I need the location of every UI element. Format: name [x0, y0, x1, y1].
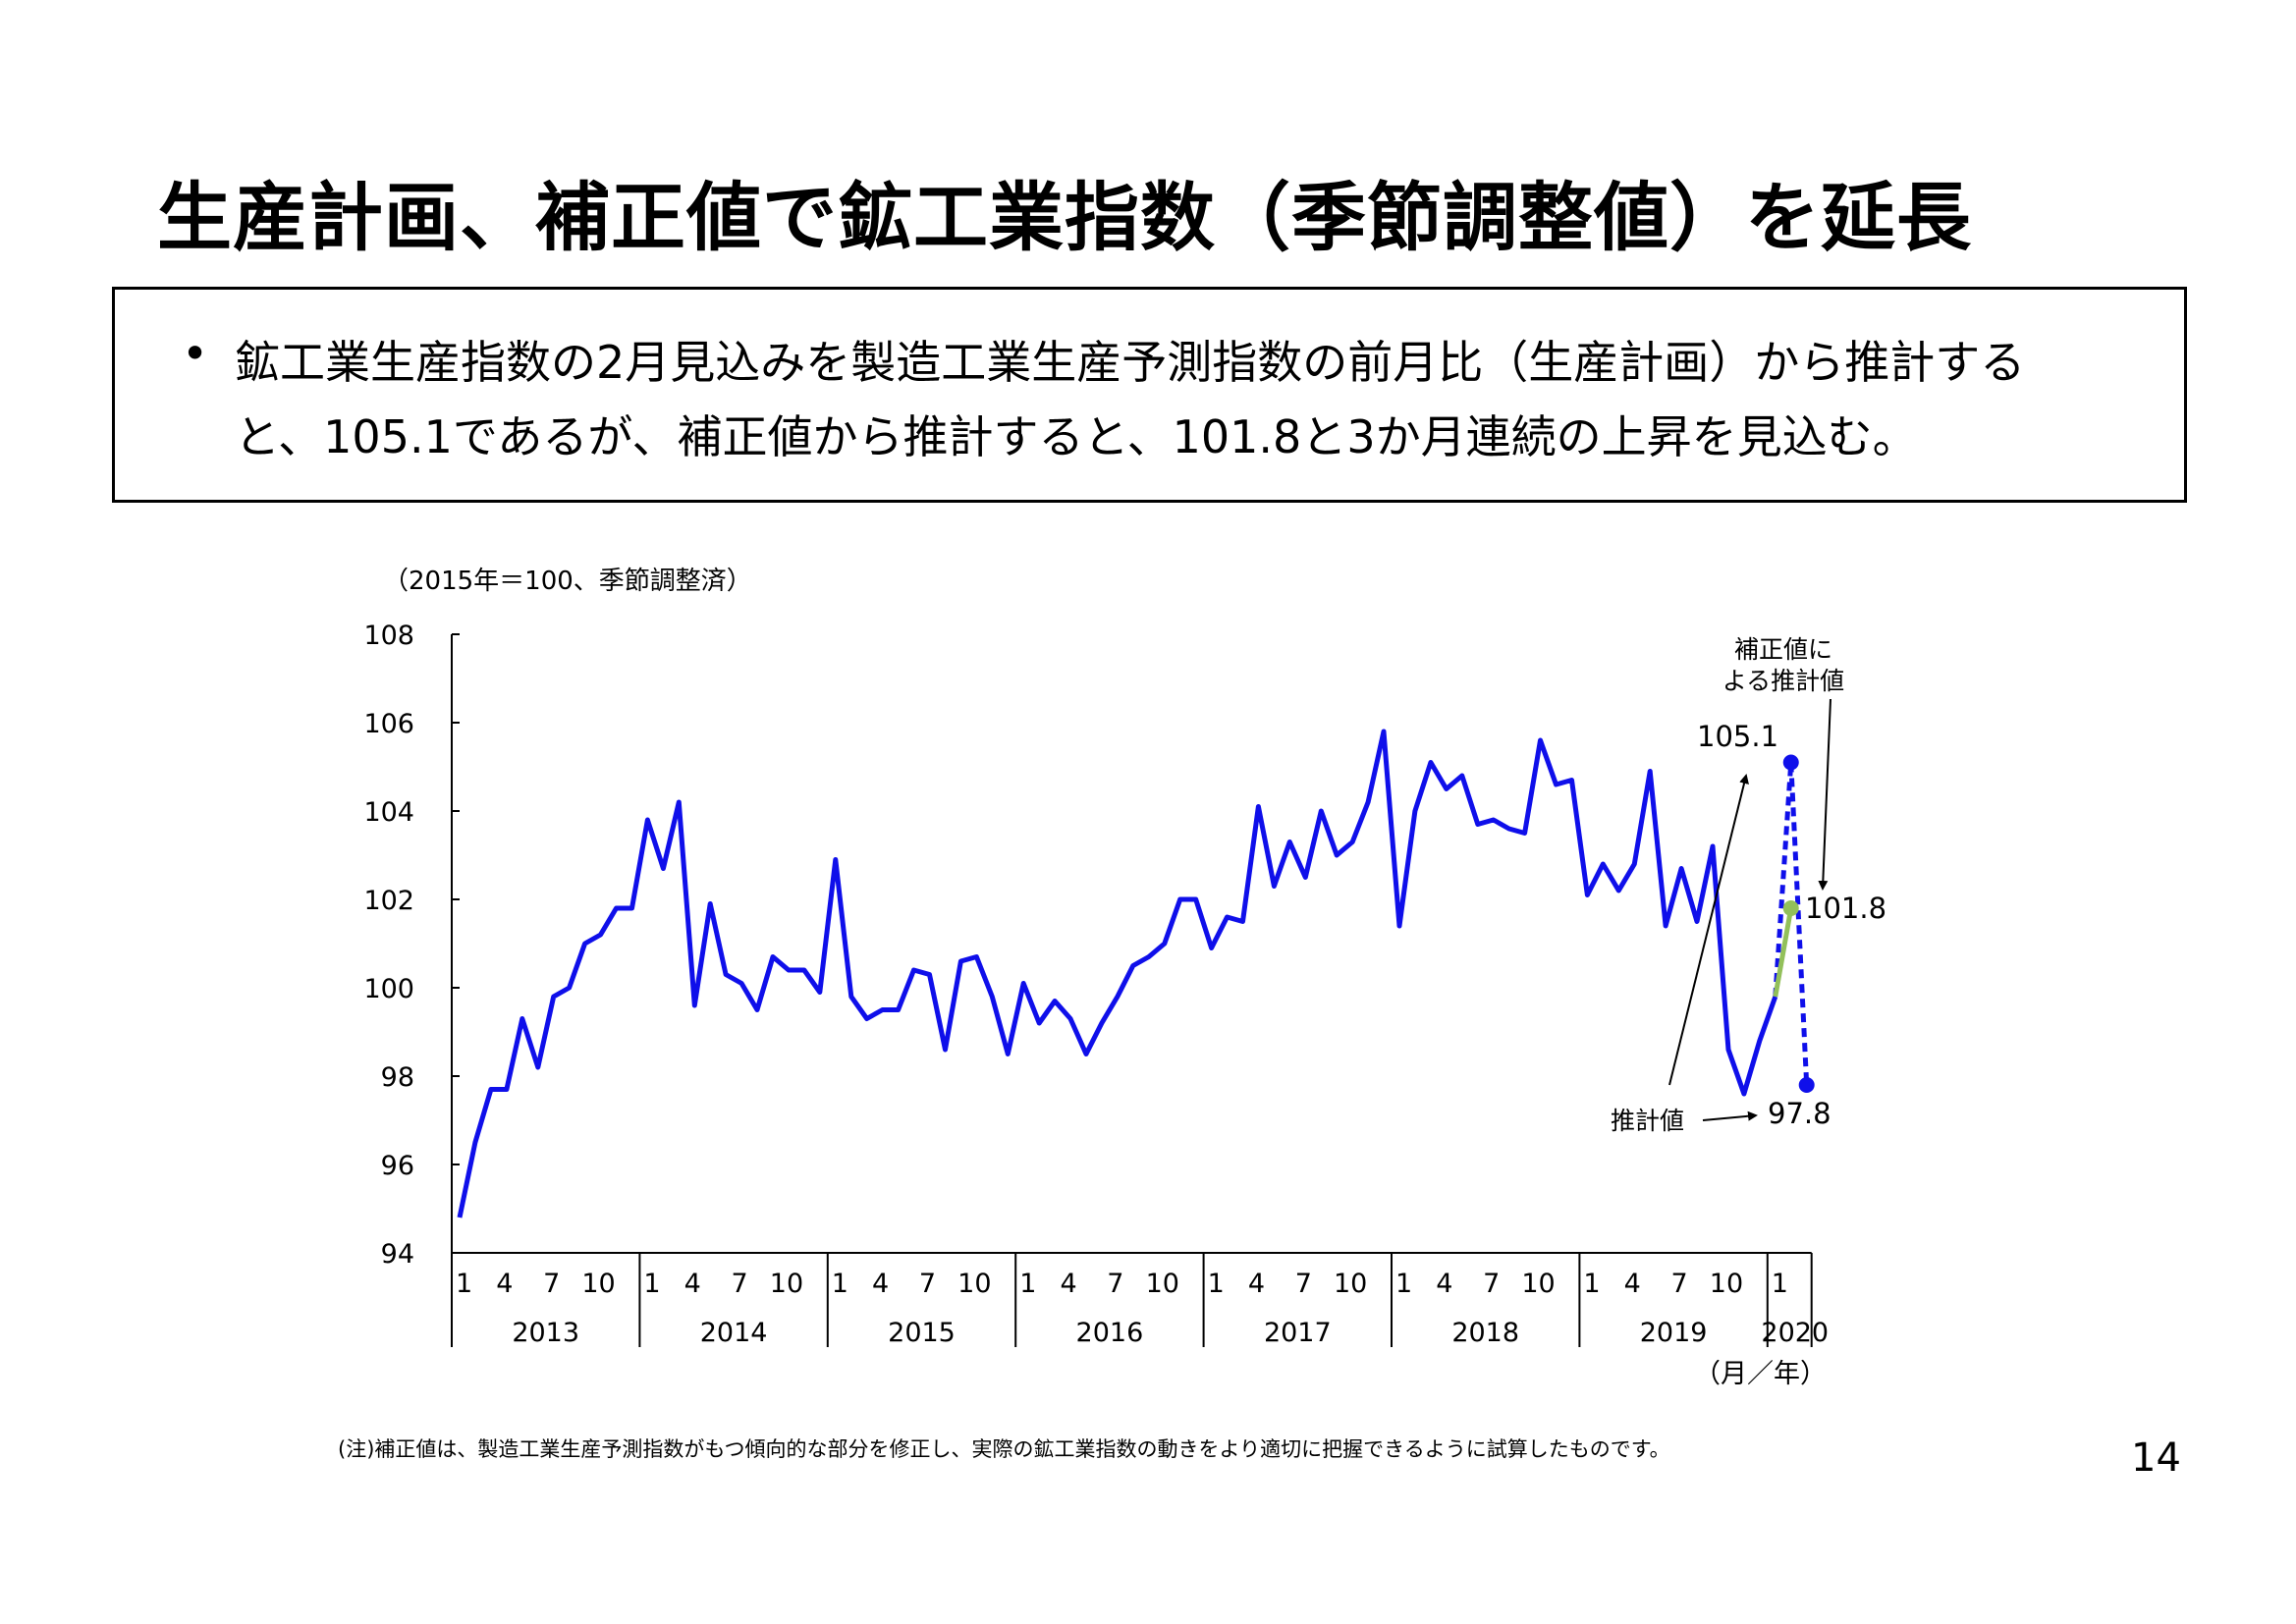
month-label: 7: [1671, 1269, 1688, 1299]
month-label: 4: [872, 1269, 889, 1299]
projection-series-line: [1773, 762, 1810, 1086]
year-label: 2020: [1761, 1318, 1829, 1348]
y-tick-label: 98: [381, 1062, 414, 1093]
summary-line-1: 鉱工業生産指数の2月見込みを製造工業生産予測指数の前月比（生産計画）から推計する: [235, 336, 2026, 389]
page-title: 生産計画、補正値で鉱工業指数（季節調整値）を延長: [157, 174, 1972, 261]
year-label: 2014: [700, 1318, 768, 1348]
x-axis-label: （月／年）: [1694, 1359, 1827, 1389]
estimate-arrow: [1702, 1110, 1758, 1121]
month-label: 1: [1583, 1269, 1600, 1299]
month-label: 1: [1395, 1269, 1412, 1299]
summary-box: • 鉱工業生産指数の2月見込みを製造工業生産予測指数の前月比（生産計画）から推計…: [112, 287, 2187, 503]
march-value-label: 97.8: [1768, 1097, 1831, 1130]
corrected-value-label: 101.8: [1805, 892, 1886, 925]
y-tick-label: 104: [363, 797, 414, 828]
month-label: 7: [732, 1269, 748, 1299]
month-label: 1: [832, 1269, 848, 1299]
projection-point: [1782, 754, 1799, 771]
month-label: 1: [1772, 1269, 1788, 1299]
year-label: 2018: [1451, 1318, 1519, 1348]
corrected-series-line: [1773, 907, 1794, 998]
corrected-arrow: [1818, 698, 1831, 891]
actual-series-line: [457, 729, 1778, 1218]
month-label: 10: [1146, 1269, 1179, 1299]
y-tick-label: 102: [363, 886, 414, 916]
y-tick-label: 108: [363, 621, 414, 651]
planned-value-label: 105.1: [1697, 720, 1778, 753]
y-tick-label: 96: [381, 1151, 414, 1181]
footnote: (注)補正値は、製造工業生産予測指数がもつ傾向的な部分を修正し、実際の鉱工業指数…: [338, 1437, 1670, 1461]
month-label: 7: [1483, 1269, 1500, 1299]
bullet-icon: •: [182, 327, 209, 380]
month-label: 1: [643, 1269, 660, 1299]
y-tick-label: 100: [363, 974, 414, 1004]
year-label: 2015: [888, 1318, 956, 1348]
month-label: 4: [1436, 1269, 1452, 1299]
month-label: 4: [1248, 1269, 1265, 1299]
planned-arrow: [1668, 774, 1749, 1086]
month-label: 7: [919, 1269, 936, 1299]
month-label: 10: [1521, 1269, 1555, 1299]
month-label: 1: [1208, 1269, 1225, 1299]
y-tick-label: 94: [381, 1239, 414, 1270]
corrected-point: [1782, 900, 1799, 916]
month-label: 4: [496, 1269, 513, 1299]
month-label: 7: [1295, 1269, 1312, 1299]
year-label: 2016: [1076, 1318, 1144, 1348]
month-label: 1: [1019, 1269, 1036, 1299]
corrected-caption-line-1: 補正値に: [1734, 635, 1832, 664]
year-label: 2013: [512, 1318, 579, 1348]
month-label: 10: [957, 1269, 991, 1299]
y-tick-label: 106: [363, 709, 414, 739]
estimate-caption: 推計値: [1611, 1107, 1684, 1135]
corrected-caption-line-2: よる推計値: [1722, 667, 1844, 695]
month-label: 10: [581, 1269, 615, 1299]
month-label: 7: [1107, 1269, 1123, 1299]
month-label: 7: [543, 1269, 560, 1299]
summary-line-2: と、105.1であるが、補正値から推計すると、101.8と3か月連続の上昇を見込…: [235, 410, 1918, 463]
month-label: 4: [1060, 1269, 1076, 1299]
year-label: 2017: [1264, 1318, 1332, 1348]
page-number: 14: [2131, 1435, 2181, 1481]
month-label: 4: [684, 1269, 701, 1299]
month-label: 10: [1334, 1269, 1367, 1299]
year-label: 2019: [1640, 1318, 1708, 1348]
unit-label: （2015年＝100、季節調整済）: [383, 567, 752, 596]
month-label: 4: [1624, 1269, 1641, 1299]
month-label: 10: [770, 1269, 803, 1299]
month-label: 1: [456, 1269, 472, 1299]
projection-point: [1798, 1077, 1815, 1093]
month-label: 10: [1710, 1269, 1743, 1299]
